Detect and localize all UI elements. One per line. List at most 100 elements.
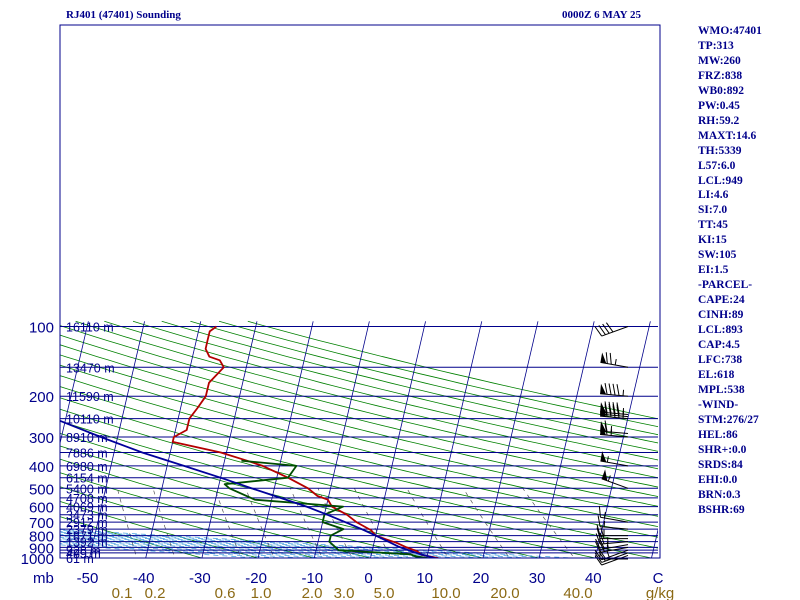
isotherm [370,321,426,558]
temperature-tick-label: 10 [416,570,433,587]
index-row: TH:5339 [698,144,742,157]
wind-barb [600,383,629,397]
index-row: CAPE:24 [698,294,745,307]
wind-barb-flag [604,420,608,432]
index-row: TT:45 [698,219,728,232]
wind-barb-staff [600,546,629,553]
height-label: 485 m [66,547,101,561]
index-row: CAP:4.5 [698,339,740,352]
temperature-tick-label: 40 [585,570,602,587]
wind-barb-flag [596,527,601,539]
moist-adiabat [60,531,513,558]
index-row: RH:59.2 [698,114,740,127]
index-row: WB0:892 [698,84,744,97]
index-row: SI:7.0 [698,204,728,217]
mixing-ratio-label: 40.0 [563,585,592,600]
index-row: TP:313 [698,39,734,52]
wind-barb-staff [600,361,629,368]
wind-barb-half-flag [607,475,611,482]
index-row: LI:4.6 [698,189,729,202]
pressure-tick-label: 400 [29,459,54,476]
wind-barb [598,505,629,523]
dry-adiabat [104,320,658,461]
wind-barb-half-flag [614,359,617,366]
wind-barb-flag [608,383,612,395]
pressure-tick-label: 100 [29,320,54,337]
wind-barb-staff [600,544,629,550]
index-row: EI:1.5 [698,264,729,277]
wind-barb-staff [600,526,629,530]
wind-barb-flag [608,401,612,414]
dry-adiabat [60,325,658,479]
moist-adiabat [60,538,378,558]
dry-adiabat [60,420,598,558]
height-label: 13470 m [66,361,115,375]
dry-adiabat [161,320,658,444]
grid-layer [0,320,658,563]
wind-barb-flag [595,533,601,545]
height-label: 16110 m [66,321,114,335]
mixing-ratio-label: 2.0 [302,585,323,600]
isotherm [0,321,32,563]
index-row: BSHR:69 [698,503,745,516]
wind-barb-flag [597,515,601,527]
index-row: BRN:0.3 [698,488,741,501]
parcel-profile [60,419,439,558]
height-label: 5400 m [66,482,108,496]
height-label: 2379 m [66,523,108,537]
pressure-tick-label: 600 [29,500,54,517]
mixing-ratio-label: 1.0 [251,585,272,600]
mixing-ratio-line [522,488,575,558]
wind-barb-half-flag [622,389,625,396]
mixing-ratio-unit-label: g/kg [646,585,674,600]
temperature-tick-label: -40 [133,570,155,587]
dry-adiabat [60,344,658,497]
temperature-tick-label: -30 [189,570,211,587]
isotherm [201,321,258,558]
mixing-ratio-label: 5.0 [374,585,395,600]
mixing-ratio-line [289,488,323,558]
wind-barb-half-flag [603,520,606,528]
height-label: 61 m [66,552,94,566]
wind-barb-staff [601,478,629,489]
wind-barb-staff [600,460,629,467]
wind-barb [596,527,628,540]
temperature-tick-label: -50 [77,570,99,587]
temperature-tick-label: 20 [473,570,490,587]
station-title: RJ401 (47401) Sounding [66,9,181,21]
moist-adiabat [60,541,310,558]
wind-barb-half-flag [606,456,609,463]
moist-adiabat [60,529,558,558]
temperature-profile [171,325,440,558]
index-row: LCL:893 [698,324,743,337]
height-label: 8910 m [66,431,108,445]
height-label: 1392 m [66,536,108,550]
wind-barb-flag [598,505,601,518]
dry-adiabat [75,320,658,470]
wind-barb-flag [600,527,605,539]
wind-barb-pennant [600,421,607,432]
moist-adiabat [60,544,265,558]
wind-barb-staff [600,411,629,416]
moist-adiabat [60,536,423,558]
pressure-tick-label: 900 [29,540,54,557]
wind-barb-flag [604,401,608,413]
wind-barb-staff [600,434,629,438]
temperature-tick-label: 30 [529,570,546,587]
wind-barb [601,469,629,489]
index-row: L57:6.0 [698,159,736,172]
plot-frame [59,24,661,559]
temperature-tick-label: -20 [245,570,267,587]
index-row: SHR+:0.0 [698,443,747,456]
dry-adiabat [60,364,658,517]
wind-barb-pennant [600,383,607,395]
wind-barb-pennant [600,451,607,463]
height-label: 4069 m [66,501,108,515]
wind-barb-flag [612,383,616,396]
wind-barb-staff [601,554,629,566]
index-row: HEL:86 [698,428,738,441]
dry-adiabat [60,375,658,528]
index-row: WMO:47401 [698,25,762,37]
mixing-ratio-label: 3.0 [334,585,355,600]
mixing-ratio-label: 0.1 [112,585,133,600]
